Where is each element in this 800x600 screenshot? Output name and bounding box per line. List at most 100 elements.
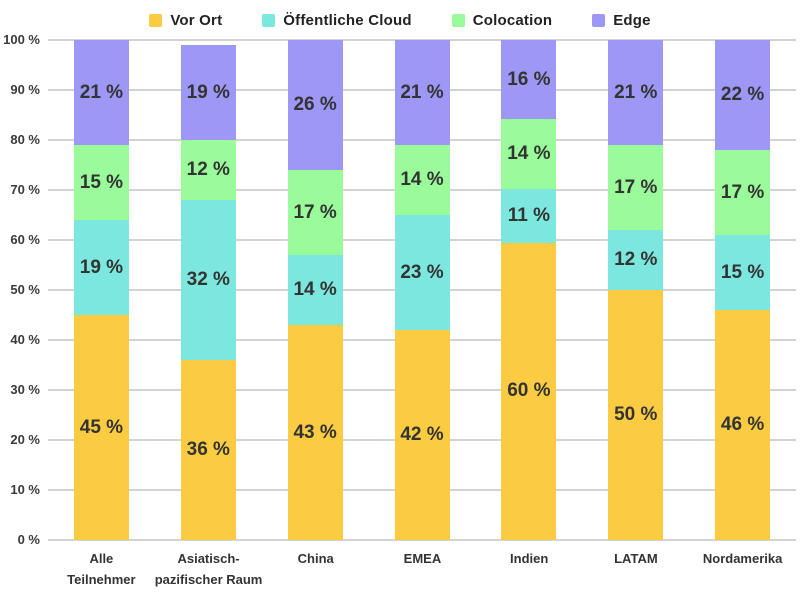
segment-value-label: 15 %: [720, 261, 765, 283]
x-category-label: Alle Teilnehmer: [67, 551, 136, 588]
segment-value-label: 17 %: [293, 201, 337, 223]
plot-area: 45 % 19 % 15 % 21 % 36 % 32 % 12 % 19 % 43 % 14 %…: [48, 39, 796, 541]
bar-segment-colocation: 17 %: [715, 150, 771, 235]
bar-segment--ffentliche-cloud: 12 %: [608, 230, 664, 290]
bar-3: 42 % 23 % 14 % 21 %: [394, 40, 450, 540]
x-category-label: EMEA: [403, 551, 442, 566]
bar-segment-edge: 21 %: [73, 40, 129, 145]
bar-segment-vor-ort: 42 %: [394, 330, 450, 540]
legend-label: Colocation: [472, 11, 553, 29]
y-tick-label: 20 %: [10, 432, 40, 447]
bar-slot-5: 50 % 12 % 17 % 21 %: [582, 40, 689, 540]
bar-6: 46 % 15 % 17 % 22 %: [715, 40, 771, 540]
segment-value-label: 12 %: [186, 159, 230, 180]
bar-segment-vor-ort: 45 %: [73, 315, 129, 540]
y-tick-label: 90 %: [10, 82, 40, 97]
bar-segment-colocation: 15 %: [73, 145, 129, 220]
y-tick-label: 100 %: [3, 32, 40, 47]
y-axis: 0 % 10 % 20 % 30 % 40 % 50 % 60 % 70 % 80 % 90 % 1…: [0, 32, 40, 547]
legend-item-0: Vor Ort: [149, 12, 222, 29]
x-axis: Alle Teilnehmer Asiatisch- pazifischer Ra…: [48, 548, 796, 591]
x-category-label: China: [297, 551, 334, 566]
bar-segment--ffentliche-cloud: 15 %: [715, 235, 771, 310]
bar-segment-edge: 19 %: [180, 45, 236, 140]
segment-value-label: 11 %: [507, 204, 550, 226]
segment-value-label: 14 %: [293, 279, 337, 300]
segment-value-label: 46 %: [720, 414, 765, 435]
bar-segment-colocation: 17 %: [608, 145, 664, 230]
y-tick-label: 30 %: [10, 382, 40, 397]
legend-swatch-icon: [262, 13, 276, 27]
bar-segment-vor-ort: 43 %: [287, 325, 343, 540]
bar-slot-0: 45 % 19 % 15 % 21 %: [48, 40, 155, 540]
segment-value-label: 14 %: [400, 169, 444, 190]
segment-value-label: 19 %: [186, 81, 230, 103]
bar-slot-4: 60 % 11 % 14 % 16 %: [475, 40, 582, 540]
segment-value-label: 42 %: [400, 424, 444, 445]
segment-value-label: 45 %: [79, 416, 124, 438]
segment-value-label: 26 %: [293, 94, 337, 115]
bar-segment-colocation: 17 %: [287, 170, 343, 255]
legend-label: Öffentliche Cloud: [283, 11, 412, 29]
segment-value-label: 19 %: [79, 256, 124, 278]
bar-2: 43 % 14 % 17 % 26 %: [287, 40, 343, 540]
legend-swatch-icon: [451, 13, 465, 27]
segment-value-label: 14 %: [507, 142, 551, 164]
bar-0: 45 % 19 % 15 % 21 %: [73, 40, 129, 540]
segment-value-label: 23 %: [400, 261, 444, 283]
x-category-label: Indien: [510, 551, 549, 566]
bar-segment-edge: 26 %: [287, 40, 343, 170]
segment-value-label: 32 %: [186, 269, 230, 290]
bar-segment--ffentliche-cloud: 14 %: [287, 255, 343, 325]
x-category-label: Asiatisch- pazifischer Raum: [154, 551, 263, 588]
segment-value-label: 15 %: [79, 171, 124, 193]
bar-segment--ffentliche-cloud: 19 %: [73, 220, 129, 315]
bar-segment-vor-ort: 36 %: [180, 360, 236, 540]
y-tick-label: 60 %: [10, 232, 40, 247]
segment-value-label: 21 %: [614, 81, 658, 103]
legend: Vor Ort Öffentliche Cloud Colocation Edge: [0, 9, 800, 31]
y-tick-label: 70 %: [10, 182, 40, 197]
segment-value-label: 17 %: [614, 176, 658, 198]
legend-swatch-icon: [592, 13, 606, 27]
segment-value-label: 60 %: [507, 380, 551, 402]
bar-1: 36 % 32 % 12 % 19 %: [180, 45, 236, 540]
legend-item-1: Öffentliche Cloud: [262, 12, 411, 29]
segment-value-label: 21 %: [400, 81, 444, 103]
bar-segment-edge: 21 %: [608, 40, 664, 145]
legend-label: Vor Ort: [170, 11, 223, 29]
legend-item-2: Colocation: [451, 11, 553, 29]
bar-segment-vor-ort: 60 %: [501, 242, 557, 540]
bars-container: 45 % 19 % 15 % 21 % 36 % 32 % 12 % 19 % 43 % 14 %…: [48, 40, 796, 540]
bar-segment-colocation: 14 %: [394, 145, 450, 215]
x-category-label: LATAM: [614, 551, 658, 566]
segment-value-label: 36 %: [186, 439, 230, 460]
y-tick-label: 50 %: [10, 282, 40, 297]
bar-4: 60 % 11 % 14 % 16 %: [501, 40, 557, 540]
bar-segment-vor-ort: 46 %: [715, 310, 771, 540]
bar-segment-edge: 22 %: [715, 40, 771, 150]
x-category-label: Nordamerika: [702, 551, 783, 566]
bar-slot-3: 42 % 23 % 14 % 21 %: [369, 40, 476, 540]
gridline: [48, 539, 796, 541]
bar-5: 50 % 12 % 17 % 21 %: [608, 40, 664, 540]
legend-item-3: Edge: [592, 12, 650, 29]
segment-value-label: 17 %: [720, 181, 765, 203]
segment-value-label: 16 %: [507, 68, 551, 90]
bar-segment--ffentliche-cloud: 23 %: [394, 215, 450, 330]
segment-value-label: 12 %: [614, 249, 658, 270]
bar-slot-1: 36 % 32 % 12 % 19 %: [155, 40, 262, 540]
bar-segment-edge: 21 %: [394, 40, 450, 145]
bar-slot-6: 46 % 15 % 17 % 22 %: [689, 40, 796, 540]
y-tick-label: 80 %: [10, 132, 40, 147]
segment-value-label: 50 %: [614, 404, 658, 425]
bar-slot-2: 43 % 14 % 17 % 26 %: [262, 40, 369, 540]
segment-value-label: 43 %: [293, 421, 337, 443]
segment-value-label: 21 %: [79, 81, 124, 103]
bar-segment--ffentliche-cloud: 11 %: [501, 188, 557, 243]
y-tick-label: 0 %: [17, 532, 40, 547]
y-tick-label: 40 %: [10, 332, 40, 347]
segment-value-label: 22 %: [720, 84, 765, 105]
bar-segment-colocation: 12 %: [180, 140, 236, 200]
